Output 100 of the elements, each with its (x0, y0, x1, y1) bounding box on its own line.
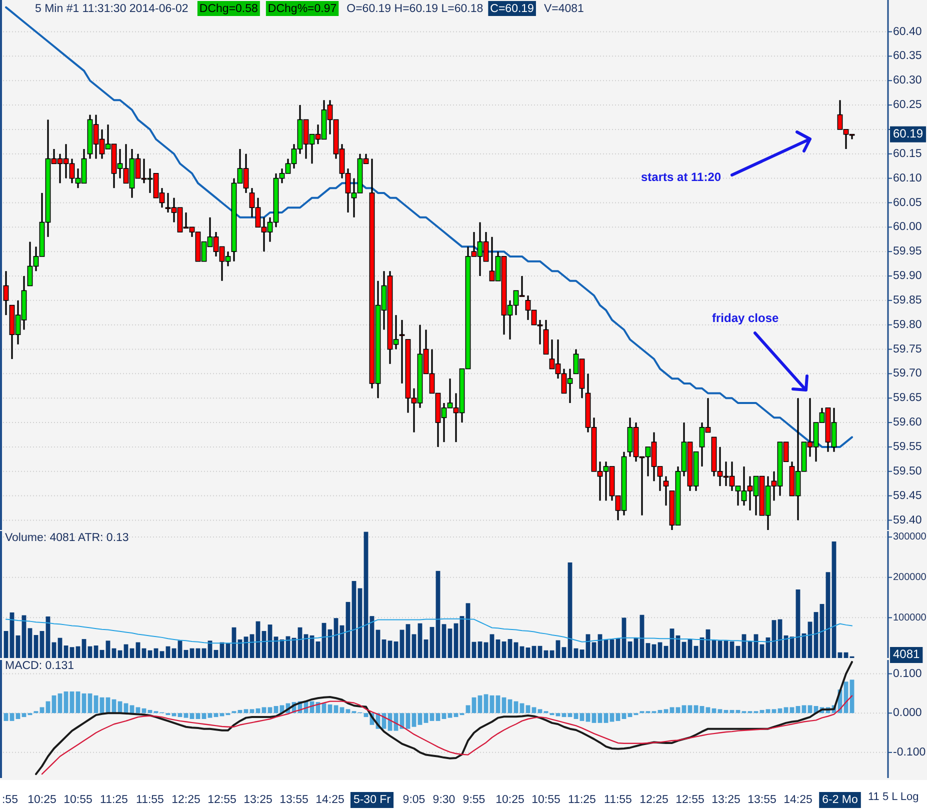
bar (562, 647, 566, 658)
bar (334, 705, 338, 714)
candlestick (663, 475, 669, 506)
bar (184, 650, 188, 658)
x-tick-label: 13:55 (748, 794, 776, 806)
bar (130, 705, 134, 714)
bar (190, 713, 194, 719)
bar (592, 713, 596, 723)
annotation: starts at 11:20 (641, 170, 722, 184)
bar (82, 693, 86, 714)
y-tick-label: 59.45 (893, 490, 922, 502)
bar (568, 713, 572, 718)
bar (796, 706, 800, 714)
bar (730, 641, 734, 658)
bar (64, 691, 68, 714)
x-tick-label: 5-30 Fr (353, 794, 391, 806)
bar (682, 705, 686, 714)
bar (508, 639, 512, 658)
bar (568, 562, 572, 658)
bar (178, 640, 182, 658)
bar (802, 705, 806, 714)
bar (262, 707, 266, 714)
bar (58, 638, 62, 658)
y-tick-label: 59.70 (893, 368, 922, 380)
x-tick-label: 10:25 (28, 794, 56, 806)
y-tick-label: 60.35 (893, 50, 922, 62)
bar (772, 709, 776, 714)
chart-title: 5 Min #1 11:31:30 2014-06-02 (35, 3, 188, 15)
bar (496, 639, 500, 658)
bar (274, 706, 278, 714)
bar (694, 705, 698, 714)
bar (52, 695, 56, 714)
y-tick-label: 59.55 (893, 440, 922, 453)
bar (430, 626, 434, 658)
bar (202, 713, 206, 719)
x-tick-label: 9:55 (462, 794, 486, 806)
x-tick-label: 12:55 (676, 794, 704, 806)
y-tick-label: 59.65 (893, 392, 922, 404)
bar (40, 630, 44, 658)
bar (82, 639, 86, 658)
bar (244, 709, 248, 714)
bar (448, 628, 452, 658)
bar (16, 635, 20, 658)
x-tick-label: 12:25 (640, 794, 668, 806)
y-tick-label: 60.10 (893, 172, 922, 184)
y-tick-label: 100000 (893, 612, 927, 624)
bar (388, 640, 392, 658)
bar (538, 709, 542, 714)
bar (526, 648, 530, 658)
x-tick-label: 12:55 (208, 794, 236, 806)
bar (346, 709, 350, 714)
bar (610, 639, 614, 658)
bar (70, 691, 74, 714)
candlestick (399, 319, 405, 384)
bar (526, 705, 530, 714)
y-tick-label: 60.00 (893, 221, 922, 234)
bar (406, 713, 410, 729)
bar (760, 644, 764, 658)
bar (688, 639, 692, 658)
bar (406, 624, 410, 658)
line-series (41, 695, 853, 775)
annotation: friday close (712, 311, 780, 325)
x-tick-label: 10:55 (64, 794, 92, 806)
bar (784, 707, 788, 714)
text: 4081 (893, 647, 920, 662)
x-tick-label: 6-2 Mo (822, 794, 858, 806)
y-tick-label: 60.25 (893, 99, 922, 112)
x-tick-label: :55 (2, 794, 18, 806)
bar (478, 641, 482, 658)
bar (16, 713, 20, 719)
y-tick-label: 60.40 (893, 26, 922, 38)
bar (136, 707, 140, 714)
bar (796, 589, 800, 658)
bar (496, 695, 500, 714)
bar (790, 707, 794, 714)
bar (364, 713, 368, 718)
bar (226, 643, 230, 658)
y-tick-label: 0.100 (893, 668, 922, 680)
bar (184, 713, 188, 718)
bar (124, 644, 128, 658)
bar (100, 650, 104, 658)
y-tick-label: 59.95 (893, 246, 922, 258)
bar (652, 644, 656, 658)
bar (748, 641, 752, 658)
line-series (6, 618, 852, 644)
bar (532, 707, 536, 714)
bar (400, 630, 404, 658)
bar (442, 624, 446, 658)
bar (424, 639, 428, 658)
y-tick-label: 60.15 (893, 148, 922, 160)
bar (628, 641, 632, 658)
bar (478, 695, 482, 714)
x-tick-label: 13:25 (244, 794, 272, 806)
bar (700, 706, 704, 714)
bar (580, 713, 584, 721)
x-tick-label: 11:25 (100, 794, 128, 806)
bar (592, 642, 596, 658)
bar (628, 713, 632, 718)
bar (412, 634, 416, 658)
bar (4, 630, 8, 658)
